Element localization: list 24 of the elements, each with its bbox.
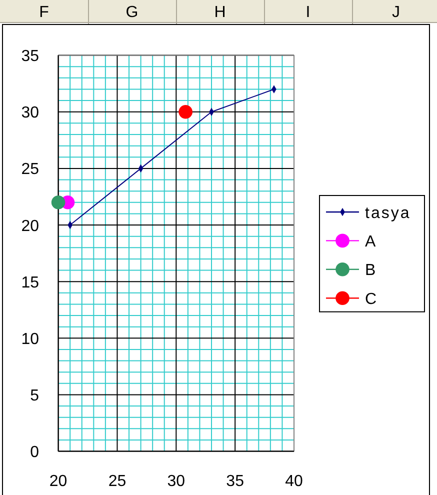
- legend-label: B: [365, 262, 378, 280]
- y-tick-label: 20: [21, 218, 40, 235]
- text: F: [39, 4, 50, 21]
- x-tick-label: 40: [285, 473, 303, 490]
- legend-label: tasya: [365, 204, 411, 222]
- y-tick-label: 25: [21, 161, 40, 178]
- y-tick-label: 35: [21, 48, 40, 66]
- y-tick-label: 15: [21, 274, 40, 292]
- point: [51, 195, 66, 210]
- x-tick-label: 35: [226, 473, 244, 490]
- text: H: [214, 4, 226, 21]
- y-tick-label: 0: [30, 444, 40, 462]
- legend-label: A: [365, 233, 378, 250]
- legend-label: C: [365, 290, 378, 308]
- y-tick-label: 5: [30, 387, 40, 404]
- text: I: [306, 4, 310, 21]
- x-tick-label: 30: [167, 473, 186, 490]
- x-tick-label: 25: [108, 473, 126, 490]
- point: [178, 104, 192, 119]
- y-tick-label: 30: [21, 104, 40, 122]
- y-tick-label: 10: [21, 330, 40, 348]
- text: G: [126, 4, 138, 21]
- text: J: [392, 4, 400, 21]
- x-tick-label: 20: [49, 473, 68, 490]
